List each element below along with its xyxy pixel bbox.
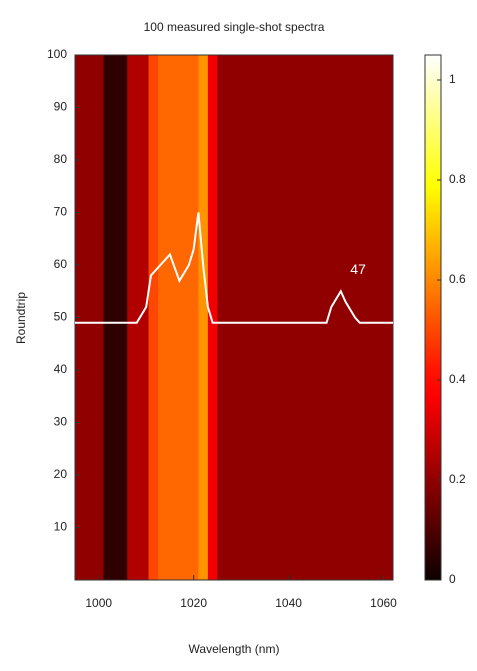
x-tick-label: 1020 — [180, 596, 207, 610]
x-tick-label: 1060 — [370, 596, 397, 610]
heatmap-cell — [127, 55, 150, 580]
colorbar-tick-label: 0.4 — [449, 372, 466, 386]
heatmap-cell — [148, 55, 159, 580]
heatmap-cell — [207, 55, 218, 580]
y-tick-label: 20 — [54, 467, 68, 481]
y-tick-label: 80 — [54, 152, 68, 166]
y-tick-label: 50 — [54, 310, 68, 324]
y-tick-label: 90 — [54, 100, 68, 114]
colorbar-tick-label: 1 — [449, 72, 456, 86]
colorbar-tick-label: 0.2 — [449, 472, 466, 486]
chart-title: 100 measured single-shot spectra — [144, 20, 325, 34]
colorbar-tick-label: 0 — [449, 572, 456, 586]
spectrum-line — [75, 212, 393, 324]
y-tick-label: 60 — [54, 257, 68, 271]
y-axis-label: Roundtrip — [14, 292, 28, 344]
colorbar-tick-label: 0.8 — [449, 172, 466, 186]
heatmap-cell — [103, 55, 128, 580]
y-tick-label: 100 — [47, 47, 67, 61]
x-axis-label: Wavelength (nm) — [189, 642, 280, 656]
heatmap-cell — [158, 55, 199, 580]
heatmap-cell — [198, 55, 209, 580]
y-tick-label: 10 — [54, 520, 68, 534]
colorbar-tick-label: 0.6 — [449, 272, 466, 286]
y-tick-label: 70 — [54, 205, 68, 219]
annotation: 47 — [350, 261, 366, 277]
y-tick-label: 40 — [54, 362, 68, 376]
heatmap-cell — [217, 55, 394, 580]
x-tick-label: 1000 — [85, 596, 112, 610]
y-tick-label: 30 — [54, 415, 68, 429]
x-tick-label: 1040 — [275, 596, 302, 610]
colorbar — [424, 54, 442, 581]
